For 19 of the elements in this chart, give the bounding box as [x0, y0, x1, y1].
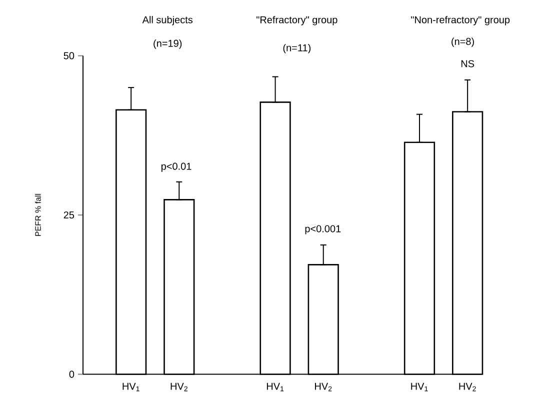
x-tick-label: HV$_{1}$ [122, 382, 140, 392]
y-axis-title: PEFR % fall [34, 194, 41, 236]
text: "Non-refractory" group [411, 16, 510, 26]
text: (n=19) [154, 40, 182, 49]
text: All subjects [142, 16, 193, 26]
y-tick-label: 25 [64, 211, 74, 219]
x-tick-label: HV$_{2}$ [315, 382, 332, 392]
x-tick-label: HV$_{2}$ [170, 382, 188, 392]
text: "Refractory" group [256, 16, 338, 26]
text: (n=8) [452, 38, 474, 47]
x-tick-label: HV$_{1}$ [411, 382, 428, 392]
x-tick-label: HV$_{1}$ [266, 382, 284, 392]
x-tick-label: HV$_{2}$ [459, 382, 476, 392]
annotation: p<0.01 [161, 162, 192, 172]
annotation: NS [461, 60, 474, 68]
y-tick-label: 0 [69, 370, 74, 378]
annotation: p<0.001 [305, 225, 341, 234]
text: (n=11) [283, 44, 311, 54]
y-tick-label: 50 [64, 52, 74, 60]
